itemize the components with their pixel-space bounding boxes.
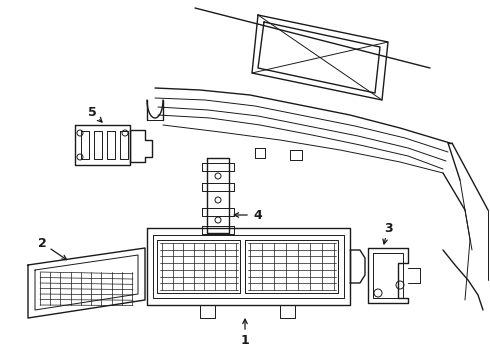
Text: 4: 4 [254, 208, 262, 221]
Text: 2: 2 [38, 237, 47, 249]
Text: 1: 1 [241, 333, 249, 346]
Text: 3: 3 [384, 221, 392, 234]
Text: 5: 5 [88, 105, 97, 118]
